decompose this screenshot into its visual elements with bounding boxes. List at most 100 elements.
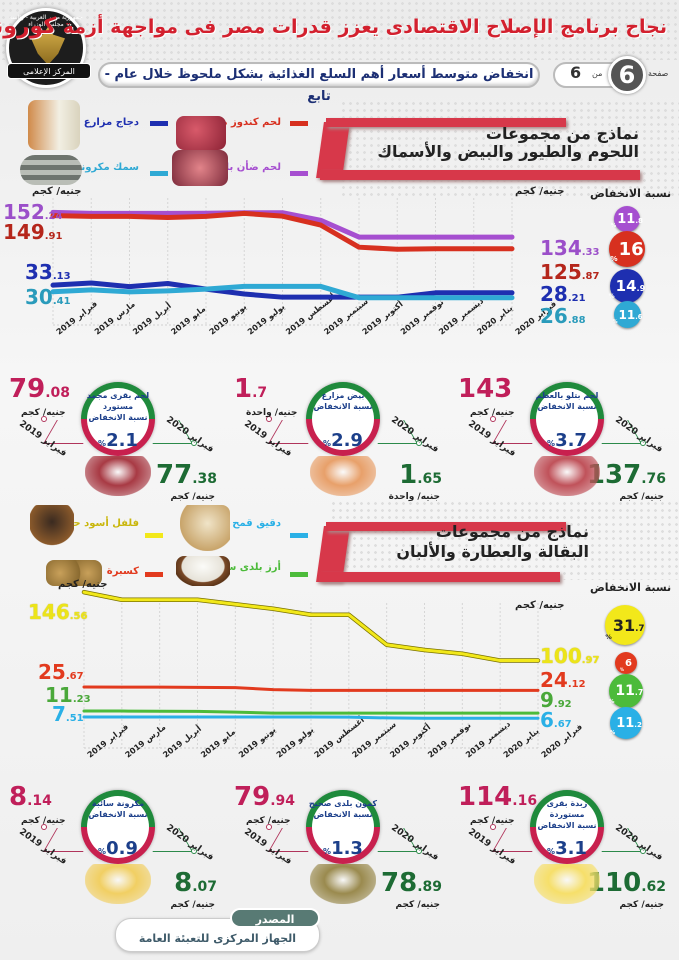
old-price-int: 114 (458, 782, 513, 812)
legend-swatch-coriander (145, 572, 163, 577)
value-text: 25.67 (38, 660, 84, 684)
legend-swatch-lamb (290, 171, 308, 176)
value-dec: .2 (634, 719, 642, 729)
discount-circle-pepper: % 31.7 (605, 605, 645, 645)
value-int: 24 (540, 668, 568, 692)
old-price-int: 79 (9, 374, 46, 404)
value-text: 152.24 (3, 200, 62, 224)
value-text: 7.51 (52, 702, 84, 726)
old-price: 79.08 (9, 376, 70, 402)
discount-label: نسبة الانخفاض (88, 413, 148, 422)
value-int: 11 (615, 683, 635, 699)
x-tick-label: يونيو 2019 (237, 725, 277, 759)
series-line (82, 590, 540, 663)
lamb-meat-icon (172, 150, 228, 186)
pasta-bowl-icon (85, 864, 151, 904)
chart2-end-label-coriander: 24.12 (540, 670, 586, 690)
chart1-start-label-fish: 30.41 (25, 287, 71, 307)
old-price-dec: .16 (512, 793, 538, 809)
percent-sign: % (547, 847, 556, 856)
x-tick-label: مايو 2019 (169, 304, 207, 336)
section2-title-line1: نماذج من مجموعات (435, 522, 589, 541)
chart2-start-label-pepper: 146.56 (28, 602, 87, 622)
x-tick-label: مارس 2019 (124, 723, 169, 761)
source-label: المصدر (230, 908, 320, 928)
discount-label: نسبة الانخفاض (88, 810, 148, 819)
product-card: بيض مزارع نسبة الانخفاض %2.9 1.7 جنيه/ واحدة… (228, 368, 448, 508)
new-price-dec: .89 (417, 879, 442, 895)
value-dec: .21 (567, 293, 586, 304)
discount-value: 11.8 (617, 212, 643, 227)
bracket-shape (320, 572, 560, 582)
rice-bowl-icon (176, 556, 230, 586)
chart2-start-label-flour: 7.51 (52, 704, 84, 724)
chart1-end-label-chicken: 28.21 (540, 284, 586, 304)
product-name-text: بيض مزارع (321, 391, 365, 400)
product-card: لحم بقرى مجمد مستورد نسبة الانخفاض %2.1 79.… (3, 368, 223, 508)
discount-percent: %3.7 (530, 430, 604, 451)
source-box: الجهاز المركزى للتعبئة العامة والإحصاء (115, 918, 320, 952)
new-price-int: 78 (381, 868, 418, 898)
discount-circle-fish: % 11.6 (613, 301, 643, 328)
chart1-start-label-veal: 149.91 (3, 222, 62, 242)
chart2-start-label-rice: 11.23 (45, 685, 91, 705)
leader-dot (41, 416, 47, 422)
value-dec: .33 (581, 247, 600, 258)
discount-percent: %3.1 (530, 838, 604, 859)
discount-label: نسبة الانخفاض (537, 402, 597, 411)
discount-label: نسبة الانخفاض (313, 402, 373, 411)
value-text: 6.67 (540, 708, 572, 732)
x-tick-label: أبريل 2019 (131, 300, 174, 336)
series-line (82, 709, 540, 715)
legend-swatch-veal (290, 121, 308, 126)
product-name: كمون بلدى صحيح نسبة الانخفاض (306, 798, 380, 820)
discount-value: 11.2 (616, 716, 642, 731)
old-price-unit: جنيه/ كجم (470, 408, 515, 418)
old-price: 143 (458, 376, 512, 402)
new-price: 78.89 (381, 870, 442, 896)
value-text: 11.23 (45, 683, 91, 707)
discount-value: 16 (618, 238, 644, 260)
x-tick-label: يناير 2020 (502, 726, 541, 759)
value-int: 146 (28, 600, 70, 624)
value-dec: .9 (636, 283, 646, 293)
old-price-int: 8 (9, 782, 28, 812)
chart1-end-label-veal: 125.87 (540, 262, 599, 282)
chart1-unit-left: جنيه/ كجم (32, 186, 82, 197)
value-int: 149 (3, 220, 45, 244)
page-total: 6 (570, 63, 582, 82)
discount-value: 6 (625, 657, 632, 669)
new-price: 8.07 (174, 870, 217, 896)
discount-circle-flour: % 11.2 (610, 707, 642, 739)
old-price-unit: جنيه/ كجم (246, 816, 291, 826)
discount-value: 11.7 (615, 683, 643, 699)
percent-sign: % (547, 439, 556, 448)
new-price-unit: جنيه/ واحدة (388, 492, 440, 502)
old-price-dec: .14 (27, 793, 52, 809)
leader-dot (416, 440, 422, 446)
product-name: بيض مزارع نسبة الانخفاض (306, 390, 380, 412)
chart2-unit-left: جنيه/ كجم (58, 579, 108, 590)
value-int: 6 (540, 708, 554, 732)
section1-title-line2: اللحوم والطيور والبيض والأسماك (377, 142, 639, 161)
discount-circle-lamb: % 11.8 (611, 206, 643, 232)
value-int: 28 (540, 282, 568, 306)
value-text: 28.21 (540, 282, 586, 306)
value-dec: .6 (635, 312, 643, 321)
value-int: 31 (612, 615, 636, 635)
percent-sign: % (611, 223, 617, 230)
value-dec: .88 (567, 315, 586, 326)
cumin-seeds-icon (310, 864, 376, 904)
old-price-unit: جنيه/ كجم (470, 816, 515, 826)
leader-dot (416, 848, 422, 854)
legend-swatch-chicken (150, 121, 168, 126)
percent-sign: % (98, 847, 107, 856)
leader-dot (640, 848, 646, 854)
series-line (82, 715, 540, 720)
product-name-text: كمون بلدى صحيح (308, 799, 378, 808)
discount-value: 14.9 (616, 277, 646, 295)
bracket-shape (326, 118, 566, 127)
value-dec: .24 (44, 211, 63, 222)
meat-chunks-icon (176, 116, 226, 150)
legend-label-coriander: كسبرة (106, 566, 139, 577)
